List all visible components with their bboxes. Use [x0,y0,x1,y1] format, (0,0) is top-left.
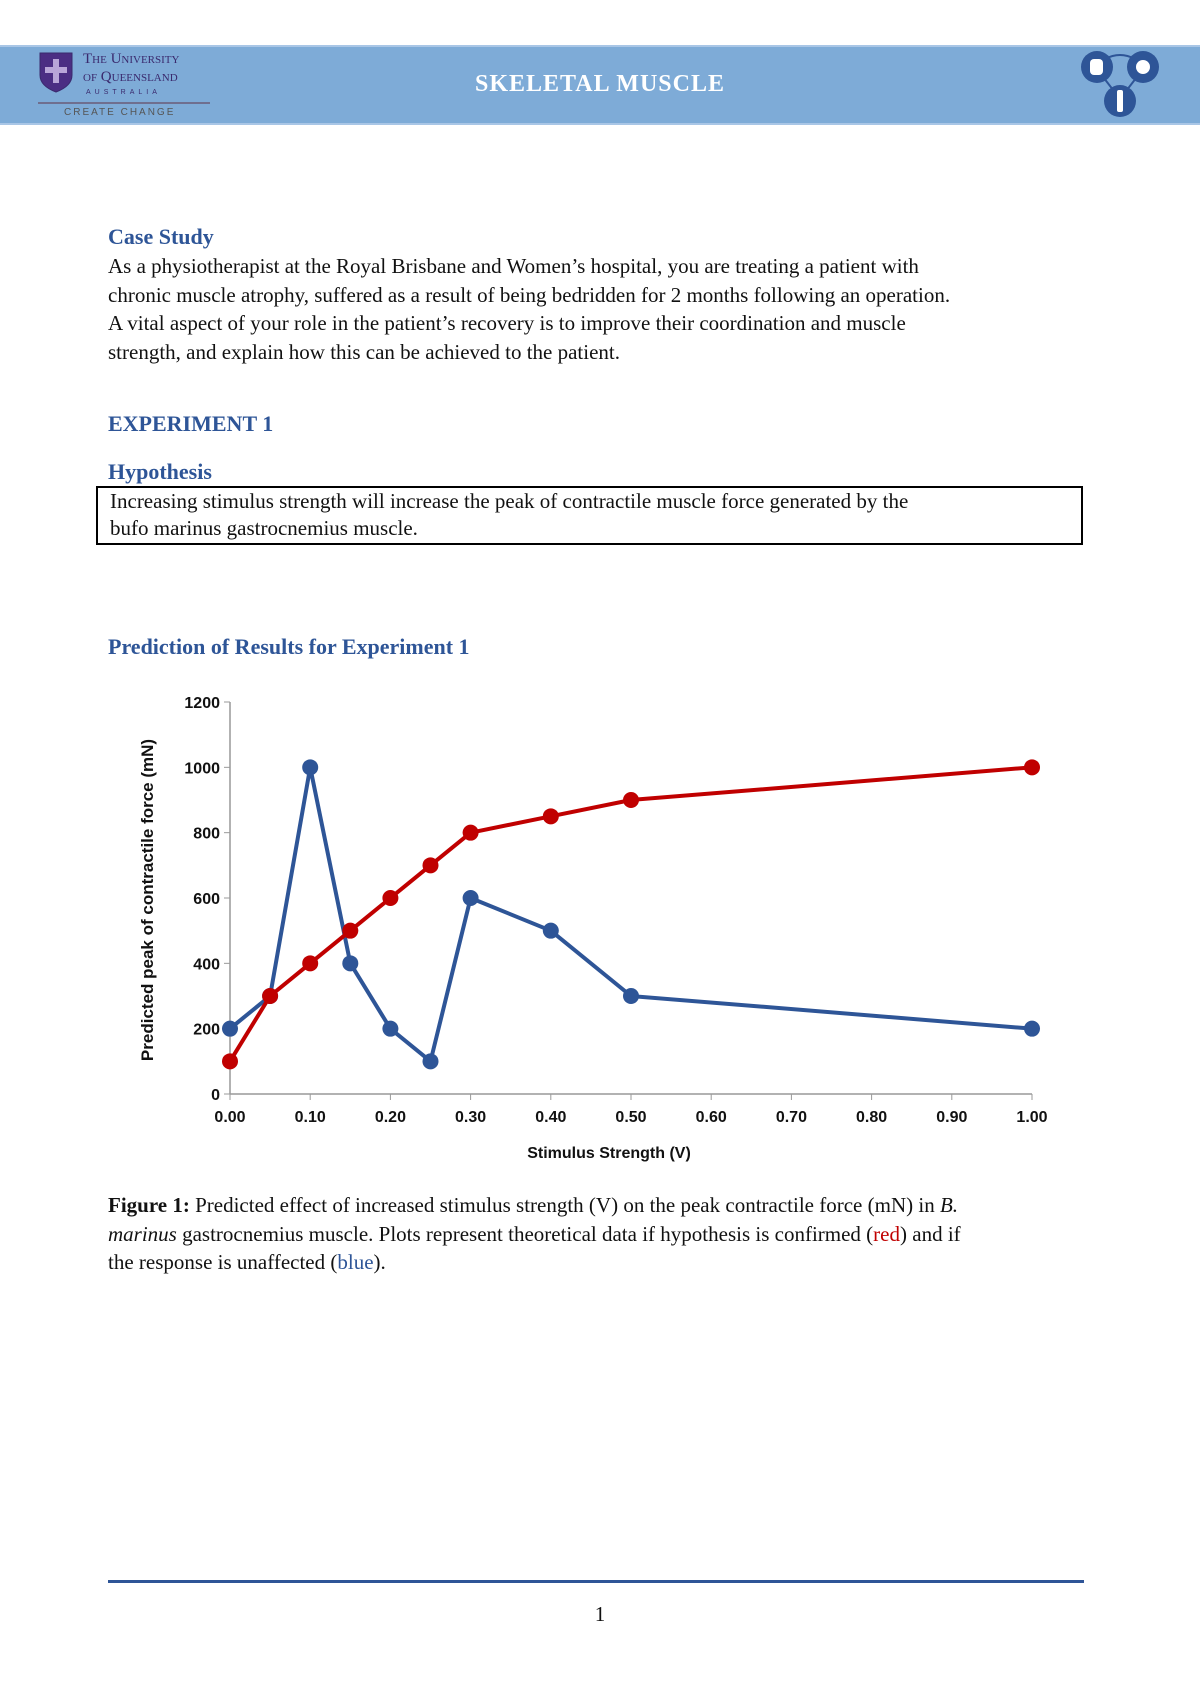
data-point-0 [462,890,479,906]
logo-divider [38,102,210,104]
text-line: As a physiotherapist at the Royal Brisba… [108,254,919,278]
brain-icon [1127,51,1159,83]
prediction-heading: Prediction of Results for Experiment 1 [108,634,470,659]
x-tick-label: 0.20 [375,1109,406,1126]
data-point-0 [222,1020,238,1037]
line-chart: Predicted peak of contractile force (mN)… [138,695,1048,1162]
header-banner: The University of Queensland AUSTRALIA C… [0,45,1200,125]
series-line-1 [228,765,1033,1063]
data-point-0 [342,955,359,972]
person-icon [1104,85,1136,117]
y-tick-label: 1000 [184,760,220,777]
document-title: SKELETAL MUSCLE [475,71,725,97]
y-axis-label: Predicted peak of contractile force (mN) [138,739,157,1061]
data-point-1 [623,792,639,808]
data-point-1 [302,955,319,972]
data-point-1 [222,1053,238,1070]
x-tick-label: 0.60 [696,1109,727,1126]
uq-logo: The University of Queensland AUSTRALIA C… [38,49,213,121]
data-point-1 [262,988,279,1004]
hypothesis-box: Increasing stimulus strength will increa… [96,486,1083,545]
y-tick-label: 600 [193,891,220,908]
x-tick-label: 0.10 [295,1109,326,1126]
y-tick-label: 1200 [184,695,220,712]
data-point-1 [342,922,359,939]
hand-icon [1081,51,1113,83]
uq-crest-icon [39,52,73,93]
y-tick-label: 200 [193,1022,220,1039]
experiment-heading: EXPERIMENT 1 [108,411,274,436]
text-line: Increasing stimulus strength will increa… [110,489,909,513]
y-tick-label: 0 [211,1087,220,1104]
data-point-1 [462,824,479,841]
x-axis-label: Stimulus Strength (V) [527,1145,691,1162]
data-point-0 [1024,1020,1040,1037]
x-tick-label: 0.00 [214,1109,245,1126]
header-icons [1081,51,1159,117]
case-study-heading: Case Study [108,224,214,249]
data-point-0 [542,922,559,939]
x-tick-label: 0.90 [936,1109,967,1126]
data-point-1 [542,808,559,825]
x-tick-label: 0.80 [856,1109,887,1126]
footer-divider [108,1580,1084,1583]
x-tick-label: 0.50 [615,1109,646,1126]
y-tick-label: 400 [193,956,220,973]
data-point-0 [623,988,639,1004]
text-line: strength, and explain how this can be ac… [108,339,621,364]
text-line: A vital aspect of your role in the patie… [108,311,906,335]
data-point-0 [382,1020,399,1037]
x-tick-label: 0.70 [776,1109,807,1126]
hypothesis-heading: Hypothesis [108,459,212,484]
text-line: chronic muscle atrophy, suffered as a re… [108,282,951,307]
case-study-text: As a physiotherapist at the Royal Brisba… [108,252,1098,366]
x-tick-label: 1.00 [1016,1109,1047,1126]
page-number: 1 [594,1602,606,1626]
data-point-1 [1024,759,1040,776]
figure-caption: Figure 1: Predicted effect of increased … [108,1193,961,1274]
series-line-0 [228,765,1033,1064]
x-tick-label: 0.30 [455,1109,486,1126]
data-point-0 [302,759,319,776]
data-point-1 [382,890,399,906]
data-point-0 [422,1053,439,1070]
y-tick-label: 800 [193,826,220,843]
text-line: bufo marinus gastrocnemius muscle. [110,516,418,540]
data-point-1 [422,857,439,874]
x-tick-label: 0.40 [535,1109,566,1126]
